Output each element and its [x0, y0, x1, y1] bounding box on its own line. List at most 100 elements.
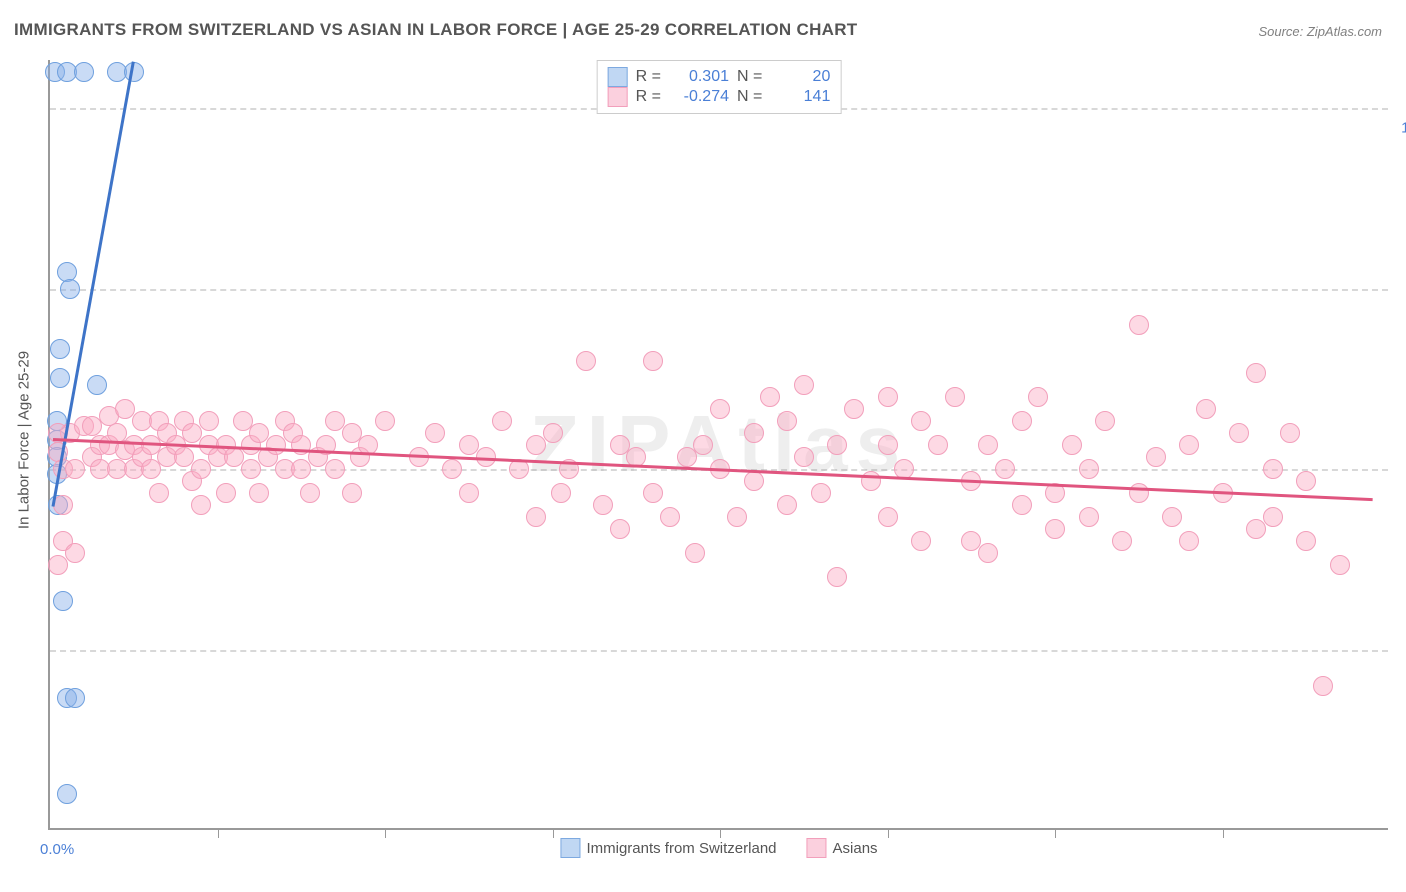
- asian-point: [1196, 399, 1216, 419]
- asian-point: [878, 387, 898, 407]
- asian-point: [459, 483, 479, 503]
- asian-point: [760, 387, 780, 407]
- asian-point: [1079, 507, 1099, 527]
- legend-row-swiss: R = 0.301 N = 20: [608, 67, 831, 87]
- asian-point: [65, 543, 85, 563]
- asian-point: [794, 375, 814, 395]
- swiss-swatch-icon: [608, 67, 628, 87]
- swiss-point: [50, 368, 70, 388]
- asian-point: [978, 435, 998, 455]
- asian-point: [65, 459, 85, 479]
- asian-point: [928, 435, 948, 455]
- gridline: [50, 289, 1388, 291]
- asian-point: [199, 411, 219, 431]
- asian-point: [710, 399, 730, 419]
- asian-point: [1246, 519, 1266, 539]
- series-legend: Immigrants from Switzerland Asians: [560, 838, 877, 858]
- asian-point: [593, 495, 613, 515]
- asian-point: [1330, 555, 1350, 575]
- legend-row-asian: R = -0.274 N = 141: [608, 87, 831, 107]
- asian-point: [425, 423, 445, 443]
- asian-point: [1263, 459, 1283, 479]
- legend-item-asian: Asians: [807, 838, 878, 858]
- swiss-point: [60, 279, 80, 299]
- asian-point: [643, 483, 663, 503]
- asian-swatch-icon: [608, 87, 628, 107]
- asian-point: [249, 483, 269, 503]
- asian-point: [911, 531, 931, 551]
- asian-swatch-icon: [807, 838, 827, 858]
- asian-point: [442, 459, 462, 479]
- x-axis-min-label: 0.0%: [40, 841, 74, 858]
- asian-n-value: 141: [770, 88, 830, 106]
- asian-point: [291, 459, 311, 479]
- asian-point: [149, 483, 169, 503]
- swiss-series-label: Immigrants from Switzerland: [586, 840, 776, 857]
- swiss-point: [87, 375, 107, 395]
- swiss-point: [65, 688, 85, 708]
- asian-point: [811, 483, 831, 503]
- asian-point: [610, 519, 630, 539]
- asian-point: [375, 411, 395, 431]
- swiss-point: [74, 62, 94, 82]
- asian-point: [526, 435, 546, 455]
- legend-item-swiss: Immigrants from Switzerland: [560, 838, 776, 858]
- asian-point: [266, 435, 286, 455]
- asian-point: [191, 459, 211, 479]
- asian-point: [1129, 483, 1149, 503]
- asian-point: [492, 411, 512, 431]
- x-tick: [720, 828, 721, 838]
- asian-point: [1112, 531, 1132, 551]
- swiss-n-value: 20: [770, 68, 830, 86]
- x-tick: [218, 828, 219, 838]
- asian-point: [241, 459, 261, 479]
- x-tick: [553, 828, 554, 838]
- asian-point: [1313, 676, 1333, 696]
- correlation-legend: R = 0.301 N = 20 R = -0.274 N = 141: [597, 60, 842, 114]
- r-label: R =: [636, 68, 661, 86]
- asian-point: [1296, 471, 1316, 491]
- asian-point: [744, 423, 764, 443]
- asian-point: [1012, 411, 1032, 431]
- asian-series-label: Asians: [833, 840, 878, 857]
- asian-point: [978, 543, 998, 563]
- source-attribution: Source: ZipAtlas.com: [1258, 24, 1382, 39]
- asian-point: [744, 471, 764, 491]
- swiss-point: [57, 784, 77, 804]
- swiss-point: [50, 339, 70, 359]
- asian-point: [643, 351, 663, 371]
- x-tick: [1223, 828, 1224, 838]
- swiss-point: [53, 591, 73, 611]
- asian-point: [342, 483, 362, 503]
- asian-point: [878, 507, 898, 527]
- asian-point: [777, 411, 797, 431]
- asian-point: [1162, 507, 1182, 527]
- asian-point: [1263, 507, 1283, 527]
- asian-point: [1062, 435, 1082, 455]
- asian-r-value: -0.274: [669, 88, 729, 106]
- asian-point: [685, 543, 705, 563]
- asian-point: [1246, 363, 1266, 383]
- asian-point: [551, 483, 571, 503]
- asian-point: [660, 507, 680, 527]
- asian-point: [576, 351, 596, 371]
- asian-point: [1146, 447, 1166, 467]
- swiss-swatch-icon: [560, 838, 580, 858]
- gridline: [50, 650, 1388, 652]
- asian-point: [53, 495, 73, 515]
- asian-point: [48, 555, 68, 575]
- asian-point: [526, 507, 546, 527]
- asian-point: [1012, 495, 1032, 515]
- x-tick: [385, 828, 386, 838]
- asian-point: [844, 399, 864, 419]
- y-tick-label: 100.0%: [1401, 120, 1406, 137]
- asian-point: [191, 495, 211, 515]
- asian-point: [300, 483, 320, 503]
- asian-point: [216, 483, 236, 503]
- chart-title: IMMIGRANTS FROM SWITZERLAND VS ASIAN IN …: [14, 20, 858, 40]
- asian-point: [1129, 315, 1149, 335]
- asian-point: [1280, 423, 1300, 443]
- asian-point: [1028, 387, 1048, 407]
- asian-point: [1045, 519, 1065, 539]
- r-label: R =: [636, 88, 661, 106]
